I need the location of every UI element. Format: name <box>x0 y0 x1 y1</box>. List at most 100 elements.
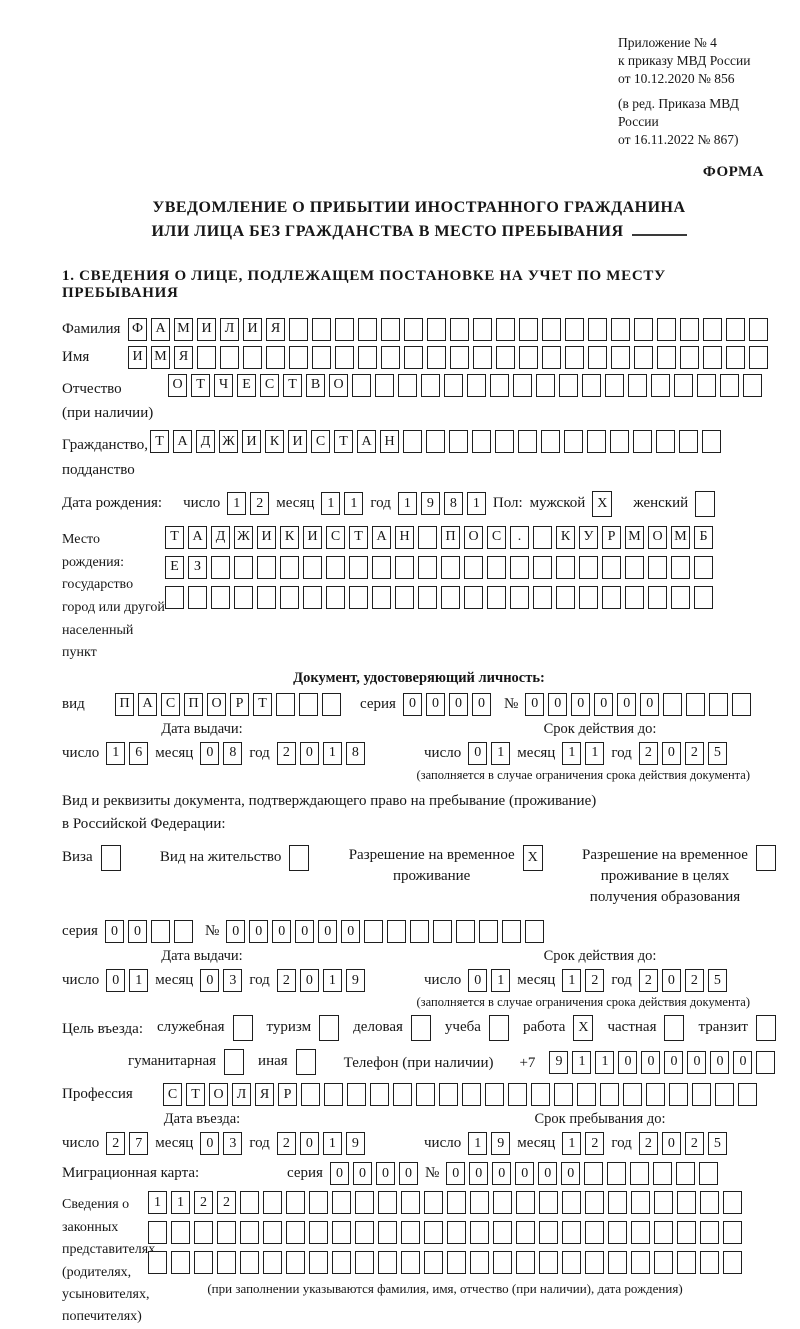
char-box[interactable]: 2 <box>106 1132 126 1156</box>
char-box[interactable] <box>588 317 607 341</box>
char-box[interactable] <box>625 555 644 579</box>
char-box[interactable]: 1 <box>562 741 582 765</box>
char-box[interactable] <box>510 585 529 609</box>
char-box[interactable]: 0 <box>618 1050 638 1074</box>
char-box[interactable]: 9 <box>491 1132 511 1156</box>
char-box[interactable] <box>335 317 354 341</box>
char-box[interactable]: А <box>372 525 391 549</box>
char-box[interactable] <box>648 555 667 579</box>
char-box[interactable] <box>516 1251 535 1275</box>
char-box[interactable]: Т <box>334 430 353 454</box>
char-box[interactable]: 1 <box>344 492 364 516</box>
char-box[interactable] <box>680 317 699 341</box>
char-box[interactable] <box>410 920 430 944</box>
char-box[interactable]: Д <box>211 525 230 549</box>
char-box[interactable]: 2 <box>194 1191 213 1215</box>
char-box[interactable]: 0 <box>733 1050 753 1074</box>
char-box[interactable]: 0 <box>200 969 220 993</box>
char-box[interactable] <box>663 692 683 716</box>
char-box[interactable]: 6 <box>129 741 149 765</box>
char-box[interactable] <box>286 1191 305 1215</box>
char-box[interactable] <box>263 1191 282 1215</box>
char-box[interactable]: Ч <box>214 373 233 397</box>
char-box[interactable] <box>605 373 624 397</box>
temp-permit-checkbox[interactable]: X <box>522 845 543 872</box>
char-box[interactable] <box>677 1221 696 1245</box>
char-box[interactable]: Ж <box>219 430 238 454</box>
char-box[interactable] <box>756 1050 776 1074</box>
visa-checkbox[interactable] <box>100 845 121 872</box>
char-box[interactable] <box>447 1191 466 1215</box>
char-box[interactable] <box>372 555 391 579</box>
char-box[interactable] <box>732 692 752 716</box>
char-box[interactable]: И <box>128 345 147 369</box>
char-box[interactable] <box>671 555 690 579</box>
char-box[interactable] <box>608 1191 627 1215</box>
char-box[interactable] <box>562 1251 581 1275</box>
char-box[interactable] <box>470 1221 489 1245</box>
char-box[interactable]: 3 <box>223 1132 243 1156</box>
char-box[interactable] <box>699 1162 719 1186</box>
char-box[interactable] <box>657 317 676 341</box>
char-box[interactable] <box>464 585 483 609</box>
char-box[interactable] <box>240 1191 259 1215</box>
char-box[interactable] <box>539 1251 558 1275</box>
char-box[interactable]: 0 <box>352 1162 372 1186</box>
char-box[interactable]: О <box>648 525 667 549</box>
char-box[interactable] <box>680 345 699 369</box>
char-box[interactable] <box>749 317 768 341</box>
char-box[interactable] <box>188 585 207 609</box>
char-box[interactable] <box>623 1083 642 1107</box>
char-box[interactable] <box>355 1251 374 1275</box>
char-box[interactable] <box>556 555 575 579</box>
char-box[interactable] <box>424 1251 443 1275</box>
char-box[interactable] <box>513 373 532 397</box>
char-box[interactable] <box>403 430 422 454</box>
char-box[interactable]: С <box>163 1083 182 1107</box>
char-box[interactable] <box>579 585 598 609</box>
char-box[interactable]: 1 <box>322 969 342 993</box>
char-box[interactable] <box>585 1191 604 1215</box>
char-box[interactable] <box>723 1191 742 1215</box>
char-box[interactable] <box>630 1162 650 1186</box>
char-box[interactable]: 0 <box>571 692 591 716</box>
char-box[interactable] <box>372 585 391 609</box>
purpose-private-checkbox[interactable] <box>664 1015 685 1042</box>
purpose-official-checkbox[interactable] <box>232 1015 253 1042</box>
char-box[interactable]: 8 <box>443 492 463 516</box>
char-box[interactable]: 0 <box>200 741 220 765</box>
char-box[interactable]: 0 <box>471 692 491 716</box>
char-box[interactable] <box>301 1083 320 1107</box>
char-box[interactable]: Н <box>395 525 414 549</box>
char-box[interactable] <box>470 1251 489 1275</box>
char-box[interactable]: Я <box>174 345 193 369</box>
char-box[interactable] <box>631 1251 650 1275</box>
char-box[interactable]: С <box>311 430 330 454</box>
char-box[interactable] <box>378 1221 397 1245</box>
char-box[interactable] <box>518 430 537 454</box>
char-box[interactable] <box>303 585 322 609</box>
char-box[interactable] <box>679 430 698 454</box>
char-box[interactable] <box>447 1251 466 1275</box>
char-box[interactable]: 2 <box>684 1132 704 1156</box>
char-box[interactable]: Т <box>253 692 272 716</box>
char-box[interactable]: Т <box>283 373 302 397</box>
char-box[interactable]: 0 <box>641 1050 661 1074</box>
char-box[interactable] <box>232 1015 253 1042</box>
char-box[interactable] <box>664 1015 685 1042</box>
char-box[interactable] <box>709 692 729 716</box>
char-box[interactable]: 0 <box>468 741 488 765</box>
char-box[interactable]: Т <box>165 525 184 549</box>
char-box[interactable] <box>671 585 690 609</box>
char-box[interactable] <box>726 345 745 369</box>
